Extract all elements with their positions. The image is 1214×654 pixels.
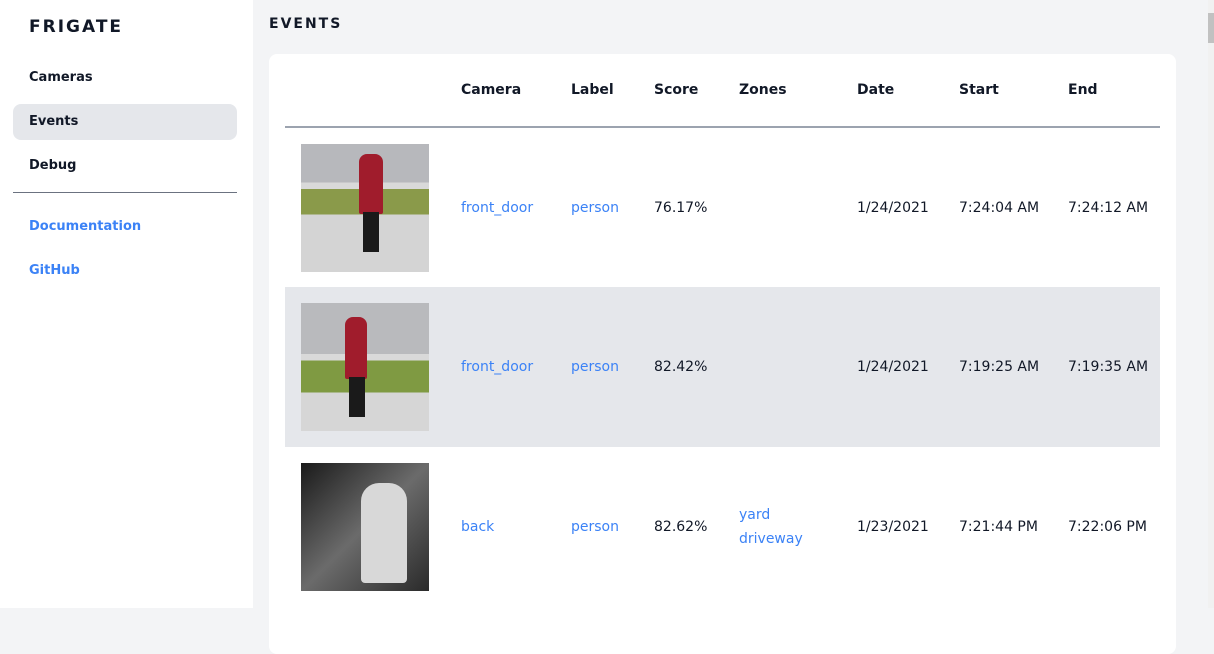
start-time: 7:24:04 AM: [959, 199, 1040, 216]
thumbnail-cell: [285, 127, 445, 287]
label-link[interactable]: person: [571, 519, 619, 535]
end-time: 7:22:06 PM: [1068, 519, 1147, 535]
event-thumbnail[interactable]: [301, 143, 429, 272]
start-time: 7:19:25 AM: [943, 287, 1052, 447]
link-github[interactable]: GitHub: [29, 263, 80, 278]
camera-link[interactable]: front_door: [461, 359, 534, 375]
zone-link[interactable]: yard: [739, 507, 771, 523]
event-thumbnail[interactable]: [301, 463, 429, 591]
label-link[interactable]: person: [571, 359, 619, 375]
table-row: front_door person 76.17% 1/24/2021 7:24:…: [285, 127, 1160, 287]
sidebar-item-events[interactable]: Events: [13, 104, 237, 140]
table-row: front_door person 82.42% 1/24/2021 7:19:…: [285, 287, 1160, 447]
date: 1/23/2021: [857, 519, 929, 535]
header-thumbnail: [285, 54, 445, 128]
thumbnail-cell: [285, 447, 445, 607]
date: 1/24/2021: [857, 199, 929, 216]
camera-link[interactable]: back: [461, 519, 495, 535]
start-time: 7:21:44 PM: [959, 519, 1038, 535]
score: 76.17%: [654, 199, 708, 216]
date: 1/24/2021: [841, 287, 943, 447]
label-link[interactable]: person: [571, 199, 619, 216]
table-row: back person 82.62% yard driveway 1/23/202…: [285, 447, 1160, 607]
camera-link[interactable]: front_door: [461, 199, 534, 216]
scrollbar-thumb[interactable]: [1208, 13, 1214, 43]
link-documentation[interactable]: Documentation: [29, 219, 142, 234]
scrollbar[interactable]: [1208, 0, 1214, 608]
brand-logo: FRIGATE: [29, 17, 124, 37]
header-zones: Zones: [723, 54, 841, 128]
header-score: Score: [638, 54, 723, 128]
score: 82.62%: [654, 519, 708, 535]
thumbnail-cell: [285, 287, 445, 447]
header-label: Label: [555, 54, 638, 128]
header-date: Date: [841, 54, 943, 128]
sidebar: FRIGATE Cameras Events Debug Documentati…: [0, 0, 253, 608]
header-end: End: [1052, 54, 1160, 128]
sidebar-item-cameras[interactable]: Cameras: [29, 70, 93, 85]
end-time: 7:24:12 AM: [1068, 199, 1149, 216]
score: 82.42%: [638, 287, 723, 447]
page-title: EVENTS: [269, 16, 343, 32]
sidebar-divider: [13, 192, 237, 193]
end-time: 7:19:35 AM: [1052, 287, 1160, 447]
header-start: Start: [943, 54, 1052, 128]
event-thumbnail[interactable]: [301, 303, 429, 431]
header-camera: Camera: [445, 54, 555, 128]
main-content: EVENTS Camera Label Score Zones Date Sta…: [253, 0, 1208, 654]
events-card: Camera Label Score Zones Date Start End …: [269, 54, 1176, 654]
events-table: Camera Label Score Zones Date Start End …: [285, 54, 1160, 607]
sidebar-item-debug[interactable]: Debug: [29, 158, 77, 173]
zone-link[interactable]: driveway: [739, 531, 803, 547]
